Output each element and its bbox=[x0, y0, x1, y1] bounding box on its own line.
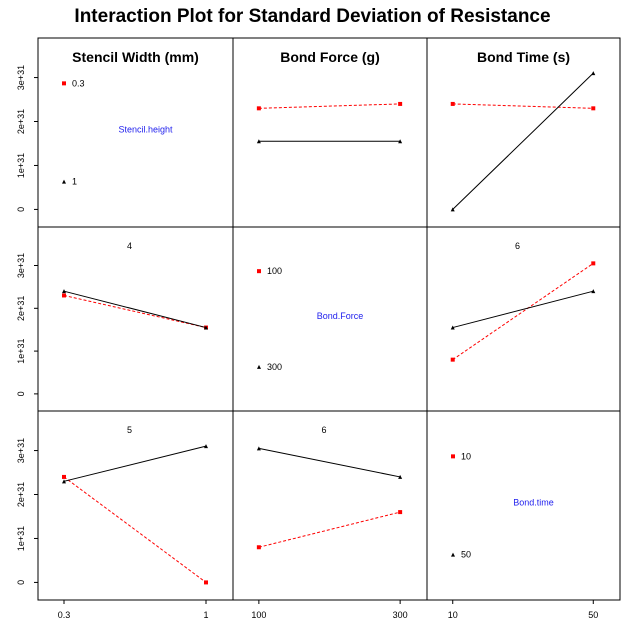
data-point bbox=[204, 580, 208, 585]
data-point bbox=[256, 106, 261, 111]
data-point bbox=[256, 139, 261, 144]
data-point bbox=[450, 325, 455, 330]
factor-name: Bond.Force bbox=[317, 311, 364, 321]
y-tick-label: 2e+31 bbox=[16, 296, 26, 321]
data-point bbox=[450, 101, 455, 106]
data-point bbox=[591, 106, 596, 111]
factor-name: Bond.time bbox=[513, 498, 554, 508]
panel-label: 5 bbox=[127, 425, 132, 435]
x-tick-label: 100 bbox=[251, 610, 266, 620]
y-tick-label: 1e+31 bbox=[16, 526, 26, 551]
series-line bbox=[63, 476, 207, 583]
series-line bbox=[452, 290, 594, 329]
chart-title: Interaction Plot for Standard Deviation … bbox=[74, 6, 551, 27]
data-point bbox=[256, 545, 261, 550]
data-point bbox=[450, 207, 455, 212]
legend-marker-red bbox=[257, 269, 261, 274]
panel-label: 6 bbox=[515, 241, 520, 251]
panel-label: 4 bbox=[127, 241, 132, 251]
legend-marker-black bbox=[62, 179, 66, 184]
legend-label: 100 bbox=[267, 266, 282, 276]
x-tick-label: 10 bbox=[448, 610, 458, 620]
series-line bbox=[63, 290, 207, 329]
data-point bbox=[398, 139, 403, 144]
data-point bbox=[204, 444, 208, 449]
data-point bbox=[591, 71, 596, 76]
column-title: Stencil Width (mm) bbox=[72, 49, 199, 65]
data-point bbox=[398, 474, 403, 479]
plot-frame bbox=[37, 37, 621, 601]
series-line bbox=[63, 445, 207, 482]
y-tick-label: 3e+31 bbox=[16, 253, 26, 278]
data-point bbox=[62, 289, 66, 294]
data-point bbox=[62, 474, 66, 479]
data-point bbox=[450, 357, 455, 362]
y-tick-label: 1e+31 bbox=[16, 338, 26, 363]
legend-label: 300 bbox=[267, 362, 282, 372]
column-title: Bond Force (g) bbox=[280, 49, 380, 65]
y-tick-label: 0 bbox=[16, 207, 26, 212]
y-tick-label: 2e+31 bbox=[16, 482, 26, 507]
data-point bbox=[204, 325, 208, 330]
legend-label: 10 bbox=[461, 451, 471, 461]
x-tick-label: 0.3 bbox=[58, 610, 71, 620]
legend-marker-red bbox=[451, 454, 455, 459]
data-point bbox=[62, 293, 66, 298]
legend-label: 0.3 bbox=[72, 78, 85, 88]
x-tick-label: 1 bbox=[203, 610, 208, 620]
series-line bbox=[452, 262, 594, 361]
x-tick-label: 50 bbox=[588, 610, 598, 620]
column-title: Bond Time (s) bbox=[477, 49, 570, 65]
series-line bbox=[258, 447, 401, 478]
legend-label: 1 bbox=[72, 177, 77, 187]
data-point bbox=[256, 446, 261, 451]
data-point bbox=[591, 261, 596, 266]
legend-marker-black bbox=[257, 364, 261, 369]
legend-marker-red bbox=[62, 81, 66, 86]
data-point bbox=[398, 510, 403, 515]
series-line bbox=[258, 103, 401, 109]
panel-label: 6 bbox=[321, 425, 326, 435]
data-point bbox=[398, 101, 403, 106]
series-line bbox=[63, 294, 207, 329]
y-tick-label: 1e+31 bbox=[16, 153, 26, 178]
y-tick-label: 3e+31 bbox=[16, 438, 26, 463]
series-line bbox=[452, 72, 594, 210]
data-point bbox=[62, 479, 66, 484]
series-line bbox=[258, 511, 401, 548]
legend-label: 50 bbox=[461, 550, 471, 560]
y-tick-label: 3e+31 bbox=[16, 65, 26, 90]
y-tick-label: 2e+31 bbox=[16, 109, 26, 134]
y-tick-label: 0 bbox=[16, 580, 26, 585]
data-point bbox=[591, 289, 596, 294]
series-line bbox=[452, 103, 594, 109]
factor-name: Stencil.height bbox=[118, 125, 173, 135]
x-tick-label: 300 bbox=[393, 610, 408, 620]
legend-marker-black bbox=[451, 552, 455, 557]
y-tick-label: 0 bbox=[16, 391, 26, 396]
